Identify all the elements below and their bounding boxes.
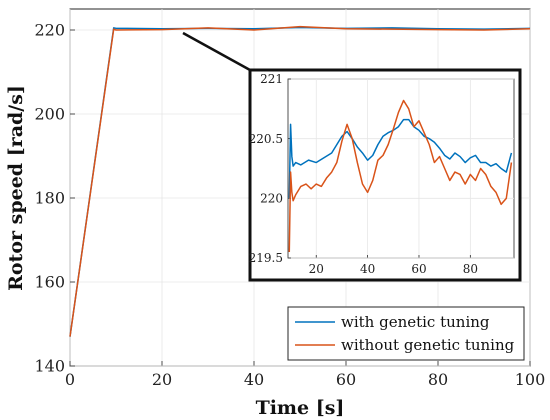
main-x-tick-label: 0 bbox=[65, 370, 75, 389]
main-x-tick-label: 20 bbox=[152, 370, 172, 389]
legend: with genetic tuning without genetic tuni… bbox=[287, 306, 525, 361]
inset-series-line-with-genetic-tuning bbox=[288, 118, 513, 199]
zoom-pointer-line bbox=[182, 31, 251, 72]
inset-y-tick-label: 219.5 bbox=[249, 251, 283, 265]
inset-y-tick-label: 220.5 bbox=[249, 132, 283, 146]
main-y-tick-label: 200 bbox=[34, 105, 65, 124]
legend-label-with-genetic-tuning: with genetic tuning bbox=[341, 313, 490, 331]
main-x-tick-label: 100 bbox=[515, 370, 546, 389]
legend-box bbox=[287, 306, 525, 361]
inset-x-tick-label: 60 bbox=[411, 262, 426, 276]
main-series-line-without-genetic-tuning bbox=[69, 25, 531, 337]
inset-series-lines bbox=[288, 99, 513, 253]
main-series-lines bbox=[69, 25, 531, 337]
inset-x-tick-label: 20 bbox=[309, 262, 324, 276]
main-y-tick-label: 180 bbox=[34, 189, 65, 208]
main-y-tick-label: 160 bbox=[34, 273, 65, 292]
inset-x-tick-label: 80 bbox=[463, 262, 478, 276]
x-axis-title: Time [s] bbox=[256, 397, 345, 419]
inset-chart: 20 40 60 80 219.5 220 220.5 221 bbox=[248, 68, 522, 282]
inset-series-line-without-genetic-tuning bbox=[288, 99, 513, 253]
y-axis-title: Rotor speed [rad/s] bbox=[5, 85, 27, 291]
main-x-tick-label: 80 bbox=[428, 370, 448, 389]
inset-plot-frame bbox=[287, 78, 515, 259]
inset-grid bbox=[288, 78, 514, 259]
main-x-tick-label: 60 bbox=[336, 370, 356, 389]
inset-tick-labels: 20 40 60 80 219.5 220 220.5 221 bbox=[249, 72, 478, 276]
inset-x-tick-label: 40 bbox=[360, 262, 375, 276]
inset-y-tick-label: 220 bbox=[260, 192, 283, 206]
legend-label-without-genetic-tuning: without genetic tuning bbox=[341, 336, 515, 354]
main-tick-labels: 0 20 40 60 80 100 140 160 180 200 220 bbox=[34, 21, 545, 389]
main-y-tick-label: 140 bbox=[34, 357, 65, 376]
inset-y-tick-label: 221 bbox=[260, 72, 283, 86]
main-x-tick-label: 40 bbox=[244, 370, 264, 389]
main-y-tick-label: 220 bbox=[34, 21, 65, 40]
